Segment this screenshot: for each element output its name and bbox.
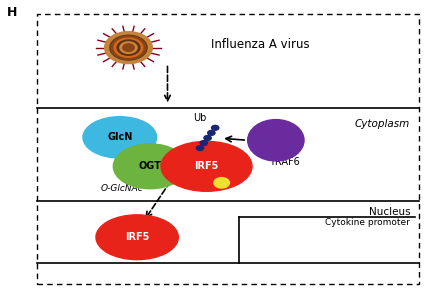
Circle shape bbox=[110, 35, 147, 60]
Text: TRAF6: TRAF6 bbox=[268, 157, 299, 167]
Text: H: H bbox=[7, 6, 18, 19]
Text: Cytokine promoter: Cytokine promoter bbox=[325, 218, 409, 227]
Circle shape bbox=[123, 44, 134, 51]
Circle shape bbox=[211, 125, 218, 130]
Text: Nucleus: Nucleus bbox=[368, 207, 409, 217]
Circle shape bbox=[213, 178, 229, 188]
Circle shape bbox=[114, 38, 142, 57]
Ellipse shape bbox=[96, 215, 178, 260]
Text: Cytoplasm: Cytoplasm bbox=[354, 119, 409, 129]
Circle shape bbox=[111, 36, 145, 59]
Circle shape bbox=[104, 32, 152, 63]
Text: GlcN: GlcN bbox=[107, 132, 132, 142]
Text: O-GlcNAc: O-GlcNAc bbox=[100, 184, 143, 193]
Circle shape bbox=[117, 40, 140, 55]
Ellipse shape bbox=[83, 117, 156, 158]
Circle shape bbox=[200, 141, 207, 145]
Circle shape bbox=[207, 130, 215, 135]
Ellipse shape bbox=[161, 141, 251, 191]
Text: Influenza A virus: Influenza A virus bbox=[210, 38, 309, 51]
Text: OGT: OGT bbox=[138, 161, 161, 171]
Text: IRF5: IRF5 bbox=[125, 232, 149, 242]
Text: Ub: Ub bbox=[193, 113, 206, 123]
Ellipse shape bbox=[247, 119, 304, 161]
Circle shape bbox=[196, 146, 203, 150]
Text: IRF5: IRF5 bbox=[194, 161, 218, 171]
Ellipse shape bbox=[113, 144, 187, 189]
Circle shape bbox=[204, 135, 211, 140]
Circle shape bbox=[120, 42, 137, 53]
